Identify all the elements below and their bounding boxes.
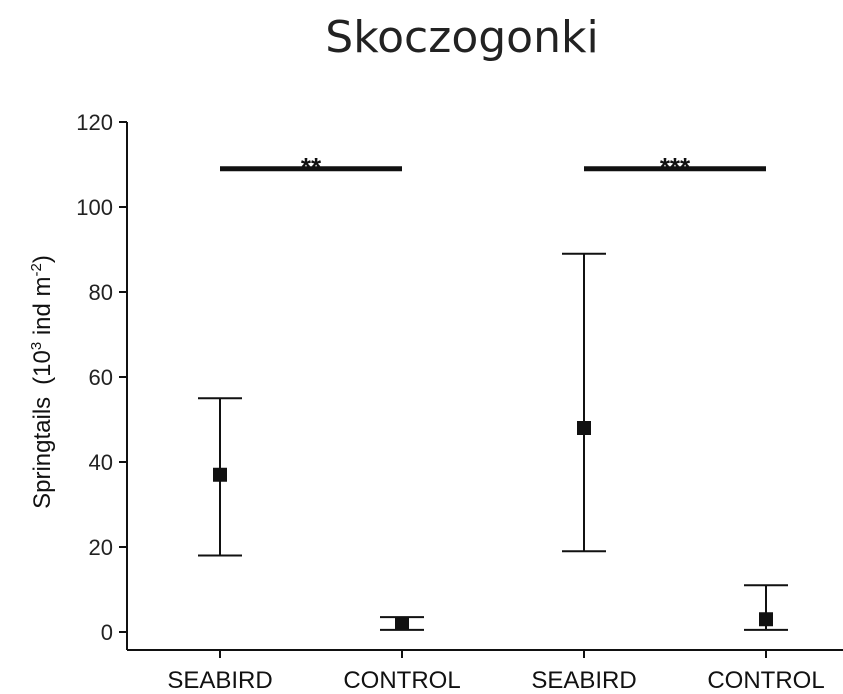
y-axis-label-unit-exp2: -2 (28, 263, 45, 276)
y-tick-label: 100 (76, 195, 113, 220)
significance-label: ** (301, 152, 322, 182)
mean-point (395, 616, 409, 631)
y-ticks: 0 20 40 60 80 100 120 (76, 110, 127, 645)
x-category-label: CONTROL (343, 667, 460, 694)
y-axis-label-unit-exp: 3 (28, 342, 45, 350)
x-category-label: SEABIRD (531, 667, 636, 694)
svg-text:Springtails(103 ind m-2): Springtails (103 ind m-2) (28, 255, 56, 509)
x-category-label: CONTROL (707, 667, 824, 694)
y-axis-label: Springtails (103 ind m-2) (28, 255, 56, 509)
y-axis-label-main: Springtails (29, 397, 56, 509)
x-categories: SEABIRD CONTROL SEABIRD CONTROL (167, 650, 825, 694)
data-points (198, 252, 788, 631)
y-tick-label: 60 (89, 365, 113, 390)
y-tick-label: 40 (89, 450, 113, 475)
axes (126, 122, 843, 651)
mean-point (213, 467, 227, 482)
mean-point (759, 612, 773, 627)
y-tick-label: 0 (101, 620, 113, 645)
x-category-label: SEABIRD (167, 667, 272, 694)
significance-label: *** (660, 152, 691, 182)
y-axis-label-unit: (10 (29, 350, 56, 385)
y-tick-label: 80 (89, 280, 113, 305)
y-tick-label: 20 (89, 535, 113, 560)
y-axis-label-unit-mid: ind m (29, 276, 56, 341)
significance-bars: ** *** (220, 152, 766, 182)
y-axis-label-unit-end: ) (29, 255, 56, 263)
mean-point (577, 421, 591, 435)
chart-title: Skoczogonki (325, 12, 598, 63)
y-tick-label: 120 (76, 110, 113, 135)
